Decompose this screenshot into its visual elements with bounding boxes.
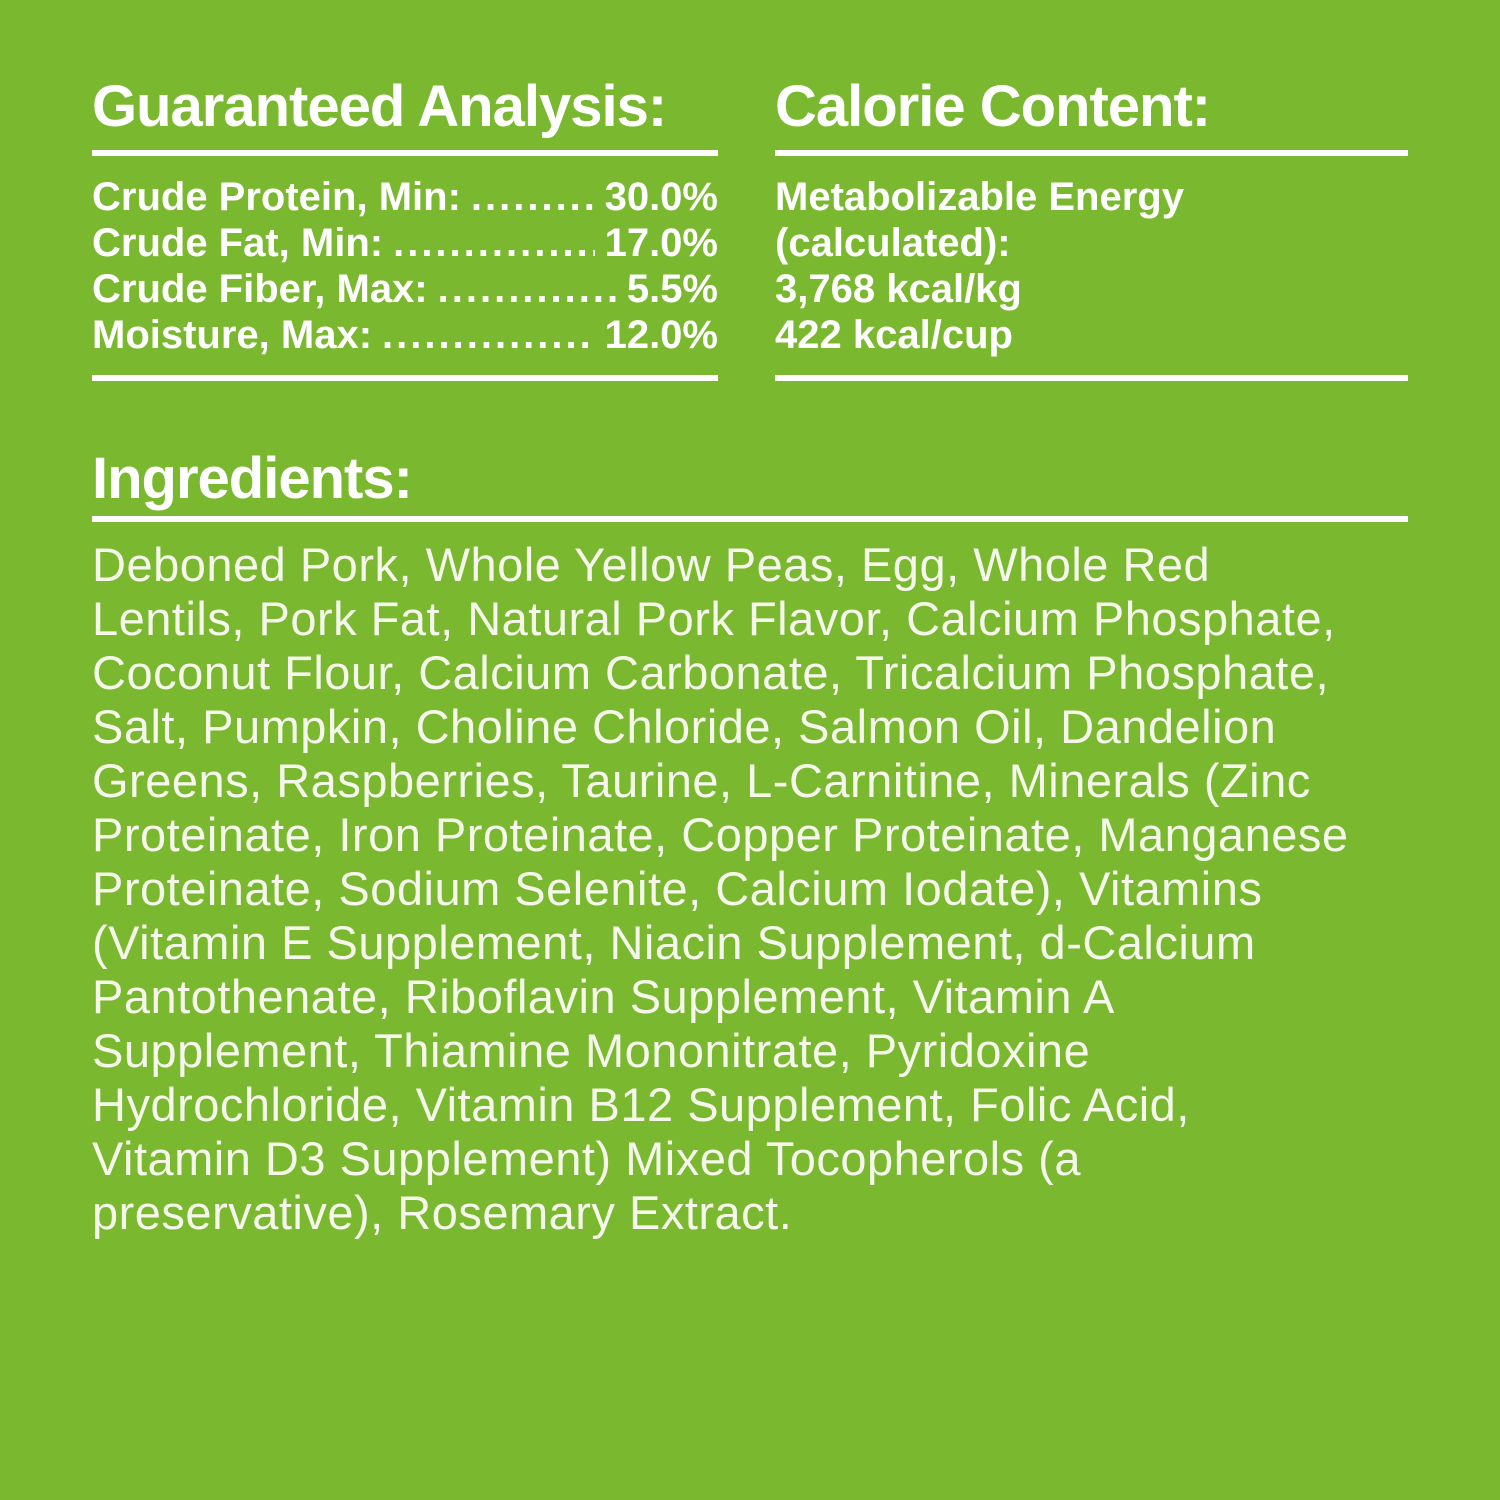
analysis-row-crude-fat: Crude Fat, Min: ........................…	[92, 220, 718, 266]
guaranteed-analysis-title: Guaranteed Analysis:	[92, 74, 667, 139]
analysis-row-moisture: Moisture, Max: .........................…	[92, 312, 718, 358]
ingredients-line: Pantothenate, Riboflavin Supplement, Vit…	[92, 970, 1115, 1023]
ingredients-line: Hydrochloride, Vitamin B12 Supplement, F…	[92, 1078, 1190, 1131]
guaranteed-analysis-rows: Crude Protein, Min: ....................…	[92, 174, 718, 358]
analysis-label: Crude Fat, Min:	[92, 221, 384, 265]
analysis-value: 17.0%	[604, 221, 718, 265]
ingredients-line: (Vitamin E Supplement, Niacin Supplement…	[92, 916, 1256, 969]
guaranteed-analysis-column: Guaranteed Analysis: Crude Protein, Min:…	[92, 78, 718, 381]
ingredients-section: Ingredients: Deboned Pork, Whole Yellow …	[92, 450, 1408, 1240]
analysis-value: 5.5%	[626, 267, 718, 311]
calorie-content-column: Calorie Content: Metabolizable Energy (c…	[775, 78, 1408, 381]
analysis-value: 30.0%	[604, 175, 718, 219]
ingredients-line: Proteinate, Iron Proteinate, Copper Prot…	[92, 808, 1349, 861]
ingredients-line: Vitamin D3 Supplement) Mixed Tocopherols…	[92, 1132, 1081, 1185]
dot-leader: ........................................…	[382, 313, 595, 357]
analysis-row-crude-fiber: Crude Fiber, Max: ......................…	[92, 266, 718, 312]
analysis-label: Crude Protein, Min:	[92, 175, 461, 219]
ingredients-line: Lentils, Pork Fat, Natural Pork Flavor, …	[92, 592, 1336, 645]
dot-leader: ........................................…	[470, 175, 595, 219]
calorie-line: 422 kcal/cup	[775, 313, 1013, 357]
calorie-content-lines: Metabolizable Energy (calculated): 3,768…	[775, 174, 1408, 358]
divider-rule	[92, 516, 1408, 522]
divider-rule	[92, 150, 718, 156]
calorie-content-title: Calorie Content:	[775, 74, 1211, 139]
divider-rule	[92, 375, 718, 381]
analysis-label: Crude Fiber, Max:	[92, 267, 428, 311]
ingredients-line: preservative), Rosemary Extract.	[92, 1186, 793, 1239]
calorie-line: (calculated):	[775, 221, 1011, 265]
calorie-line: 3,768 kcal/kg	[775, 267, 1022, 311]
ingredients-line: Proteinate, Sodium Selenite, Calcium Iod…	[92, 862, 1263, 915]
dot-leader: ........................................…	[437, 267, 617, 311]
analysis-value: 12.0%	[604, 313, 718, 357]
ingredients-list: Deboned Pork, Whole Yellow Peas, Egg, Wh…	[92, 538, 1408, 1240]
analysis-label: Moisture, Max:	[92, 313, 373, 357]
ingredients-line: Coconut Flour, Calcium Carbonate, Trical…	[92, 646, 1330, 699]
ingredients-line: Salt, Pumpkin, Choline Chloride, Salmon …	[92, 700, 1277, 753]
analysis-row-crude-protein: Crude Protein, Min: ....................…	[92, 174, 718, 220]
ingredients-line: Greens, Raspberries, Taurine, L-Carnitin…	[92, 754, 1311, 807]
dot-leader: ........................................…	[393, 221, 594, 265]
divider-rule	[775, 150, 1408, 156]
divider-rule	[775, 375, 1408, 381]
calorie-line: Metabolizable Energy	[775, 175, 1184, 219]
analysis-and-calories-section: Guaranteed Analysis: Crude Protein, Min:…	[0, 0, 1500, 381]
ingredients-line: Deboned Pork, Whole Yellow Peas, Egg, Wh…	[92, 538, 1211, 591]
ingredients-title: Ingredients:	[92, 446, 413, 511]
ingredients-line: Supplement, Thiamine Mononitrate, Pyrido…	[92, 1024, 1091, 1077]
